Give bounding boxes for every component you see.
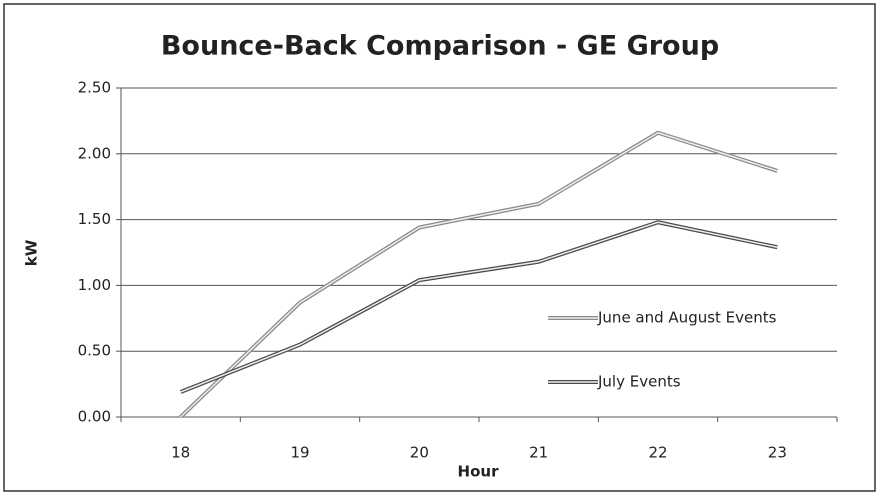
x-tick-label: 23 [768, 444, 787, 462]
y-tick-label: 0.00 [78, 408, 111, 426]
series-line-highlight [180, 221, 778, 393]
y-tick-label: 1.50 [78, 210, 111, 228]
chart-frame [3, 3, 876, 492]
legend-label: July Events [597, 373, 681, 391]
x-tick-label: 19 [290, 444, 309, 462]
y-tick-label: 2.50 [78, 79, 111, 97]
y-tick-label: 0.50 [78, 342, 111, 360]
x-tick-label: 18 [171, 444, 190, 462]
x-tick-label: 20 [410, 444, 429, 462]
x-tick-label: 21 [529, 444, 548, 462]
y-axis-label: kW [23, 239, 41, 266]
y-tick-label: 1.00 [78, 276, 111, 294]
chart-title: Bounce-Back Comparison - GE Group [161, 31, 719, 62]
legend-label: June and August Events [597, 309, 777, 327]
x-axis-label: Hour [458, 463, 500, 481]
x-tick-label: 22 [648, 444, 667, 462]
series-line-highlight [180, 131, 778, 418]
y-tick-label: 2.00 [78, 144, 111, 162]
